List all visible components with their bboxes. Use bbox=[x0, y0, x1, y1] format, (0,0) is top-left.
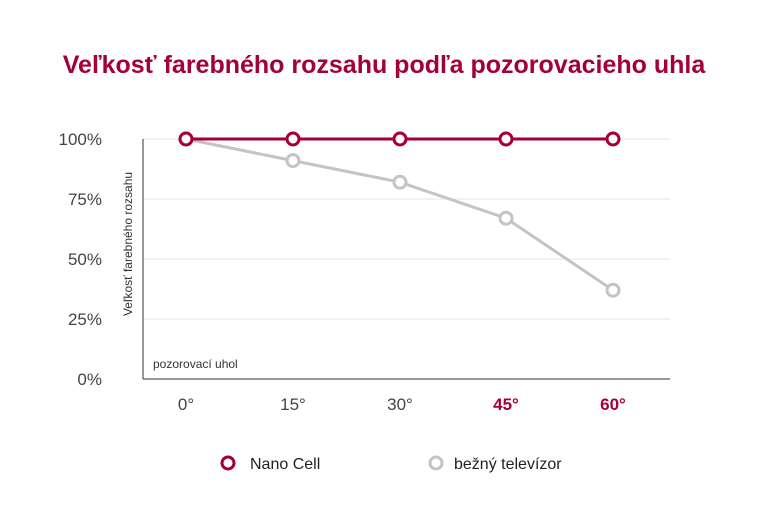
data-point bbox=[285, 131, 301, 147]
x-tick-label: 15° bbox=[280, 395, 306, 414]
legend-marker bbox=[428, 455, 444, 471]
y-tick-label: 0% bbox=[77, 370, 102, 389]
data-point bbox=[178, 131, 194, 147]
y-axis-label: Veľkosť farebného rozsahu bbox=[121, 172, 135, 316]
data-point bbox=[392, 174, 408, 190]
y-tick-label: 25% bbox=[68, 310, 102, 329]
chart-title: Veľkosť farebného rozsahu podľa pozorova… bbox=[63, 51, 707, 79]
y-tick-label: 75% bbox=[68, 190, 102, 209]
x-tick-label: 30° bbox=[387, 395, 413, 414]
x-tick-label: 60° bbox=[600, 395, 626, 414]
data-point bbox=[498, 131, 514, 147]
legend-label: bežný televízor bbox=[454, 456, 562, 473]
series-line bbox=[185, 137, 614, 292]
y-tick-label: 100% bbox=[59, 130, 102, 149]
data-point bbox=[498, 210, 514, 226]
x-tick-label: 0° bbox=[178, 395, 194, 414]
data-point bbox=[392, 131, 408, 147]
x-tick-label: 45° bbox=[493, 395, 519, 414]
data-point bbox=[285, 153, 301, 169]
data-point bbox=[605, 131, 621, 147]
legend-marker bbox=[220, 455, 236, 471]
legend-label: Nano Cell bbox=[250, 456, 320, 473]
y-tick-label: 50% bbox=[68, 250, 102, 269]
data-point bbox=[605, 282, 621, 298]
x-axis-label: pozorovací uhol bbox=[153, 357, 238, 371]
